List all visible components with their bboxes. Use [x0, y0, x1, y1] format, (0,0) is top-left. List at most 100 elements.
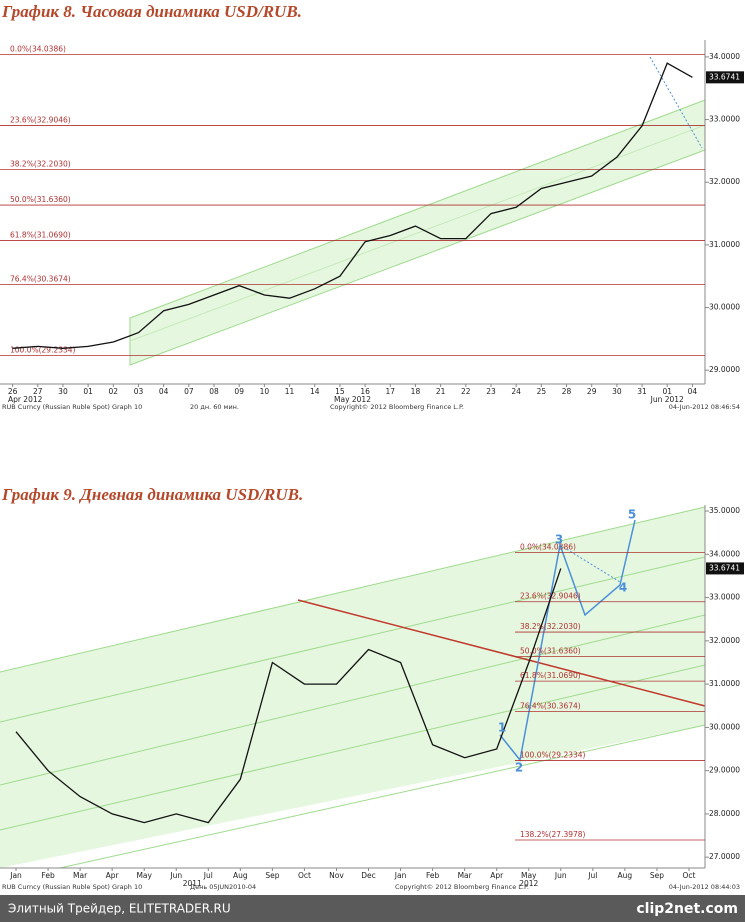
x-tick-label: Jun	[554, 871, 567, 880]
y-tick-label: 33.0000	[709, 593, 740, 602]
fib-label: 76.4%(30.3674)	[10, 275, 71, 284]
y-tick-label: 30.0000	[709, 722, 740, 731]
price-line	[12, 62, 693, 349]
x-group-label: Jun 2012	[650, 395, 684, 404]
x-tick-label: Mar	[458, 871, 473, 880]
x-tick-label: 30	[612, 387, 622, 396]
last-price-box	[706, 71, 744, 84]
footnote: 04-Jun-2012 08:44:03	[669, 883, 740, 891]
footnote: 20 дн. 60 мин.	[190, 403, 239, 411]
footnote: RUB Curncy (Russian Ruble Spot) Graph 10	[2, 883, 142, 891]
y-tick-label: 33.0000	[709, 115, 740, 124]
fib-label: 0.0%(34.0386)	[10, 44, 66, 53]
fib-label: 38.2%(32.2030)	[10, 160, 71, 169]
fib-label: 38.2%(32.2030)	[520, 622, 581, 631]
x-tick-label: May	[521, 871, 537, 880]
channel	[0, 507, 705, 868]
x-tick-label: 11	[285, 387, 295, 396]
x-tick-label: Aug	[233, 871, 248, 880]
x-tick-label: Sep	[265, 871, 279, 880]
x-tick-label: 22	[461, 387, 471, 396]
fib-label: 23.6%(32.9046)	[10, 116, 71, 125]
x-tick-label: 03	[134, 387, 144, 396]
fib-label: 50.0%(31.6360)	[10, 195, 71, 204]
x-tick-label: Feb	[426, 871, 440, 880]
fib-label: 138.2%(27.3978)	[520, 830, 586, 839]
projection	[649, 56, 703, 149]
x-tick-label: 16	[360, 387, 370, 396]
x-tick-label: Sep	[650, 871, 664, 880]
x-tick-label: 10	[260, 387, 270, 396]
x-tick-label: 30	[58, 387, 68, 396]
x-group-label: Apr 2012	[8, 395, 43, 404]
channel-lines	[0, 506, 706, 869]
x-tick-label: 09	[234, 387, 244, 396]
x-tick-label: May	[136, 871, 152, 880]
y-tick-label: 31.0000	[709, 679, 740, 688]
y-tick-label: 35.0000	[709, 506, 740, 515]
x-tick-label: Dec	[361, 871, 376, 880]
x-tick-label: 23	[486, 387, 496, 396]
x-tick-label: 21	[436, 387, 446, 396]
footnote: Copyright© 2012 Bloomberg Finance L.P.	[395, 883, 529, 891]
x-tick-label: Aug	[618, 871, 633, 880]
x-tick-label: Oct	[682, 871, 695, 880]
last-price-label: 33.6741	[709, 563, 740, 572]
y-tick-label: 29.0000	[709, 766, 740, 775]
x-tick-label: 01	[83, 387, 93, 396]
x-tick-label: 26	[8, 387, 18, 396]
y-tick-label: 34.0000	[709, 52, 740, 61]
x-tick-label: Apr	[490, 871, 504, 880]
footnote: RUB Curncy (Russian Ruble Spot) Graph 10	[2, 403, 142, 411]
x-tick-label: 01	[662, 387, 672, 396]
fib-label: 61.8%(31.0690)	[520, 671, 581, 680]
x-group-label: May 2012	[334, 395, 371, 404]
x-tick-label: Apr	[106, 871, 120, 880]
fib-label: 100.0%(29.2334)	[520, 751, 586, 760]
x-tick-label: Jan	[9, 871, 22, 880]
footnote: Copyright© 2012 Bloomberg Finance L.P.	[330, 403, 464, 411]
chart-title: График 9. Дневная динамика USD/RUB.	[1, 485, 303, 504]
fib-label: 76.4%(30.3674)	[520, 701, 581, 710]
x-tick-label: 18	[411, 387, 421, 396]
x-tick-label: 25	[537, 387, 547, 396]
y-tick-label: 30.0000	[709, 303, 740, 312]
x-tick-label: Jan	[394, 871, 407, 880]
x-tick-label: Feb	[41, 871, 55, 880]
wave-label: 5	[628, 508, 636, 522]
watermark: clip2net.com	[636, 901, 738, 917]
x-tick-label: 02	[109, 387, 119, 396]
last-price-label: 33.6741	[709, 72, 740, 81]
fib-label: 61.8%(31.0690)	[10, 231, 71, 240]
fib-label: 100.0%(29.2334)	[10, 346, 76, 355]
x-tick-label: 28	[562, 387, 572, 396]
y-tick-label: 29.0000	[709, 365, 740, 374]
wave-label: 3	[555, 533, 563, 547]
x-tick-label: 07	[184, 387, 194, 396]
y-tick-label: 34.0000	[709, 549, 740, 558]
y-tick-label: 32.0000	[709, 177, 740, 186]
wave-label: 2	[515, 761, 523, 775]
plot-area	[0, 40, 705, 400]
x-group-label: 2011	[183, 879, 202, 888]
y-tick-label: 28.0000	[709, 809, 740, 818]
x-tick-label: Mar	[73, 871, 88, 880]
footer-bar	[0, 895, 745, 922]
x-tick-label: Oct	[298, 871, 311, 880]
y-tick-label: 31.0000	[709, 240, 740, 249]
x-tick-label: Nov	[329, 871, 344, 880]
x-tick-label: Jul	[587, 871, 597, 880]
x-tick-label: Jul	[203, 871, 213, 880]
x-tick-label: Jun	[169, 871, 182, 880]
wave-path	[499, 519, 636, 762]
trendline	[297, 599, 706, 707]
last-price-box	[706, 562, 744, 575]
x-tick-label: 31	[637, 387, 647, 396]
fib-label: 23.6%(32.9046)	[520, 592, 581, 601]
channel-mid	[129, 124, 706, 342]
y-tick-label: 27.0000	[709, 852, 740, 861]
wave-label: 4	[619, 581, 627, 595]
x-tick-label: 08	[209, 387, 219, 396]
x-tick-label: 15	[335, 387, 345, 396]
x-tick-label: 24	[511, 387, 521, 396]
